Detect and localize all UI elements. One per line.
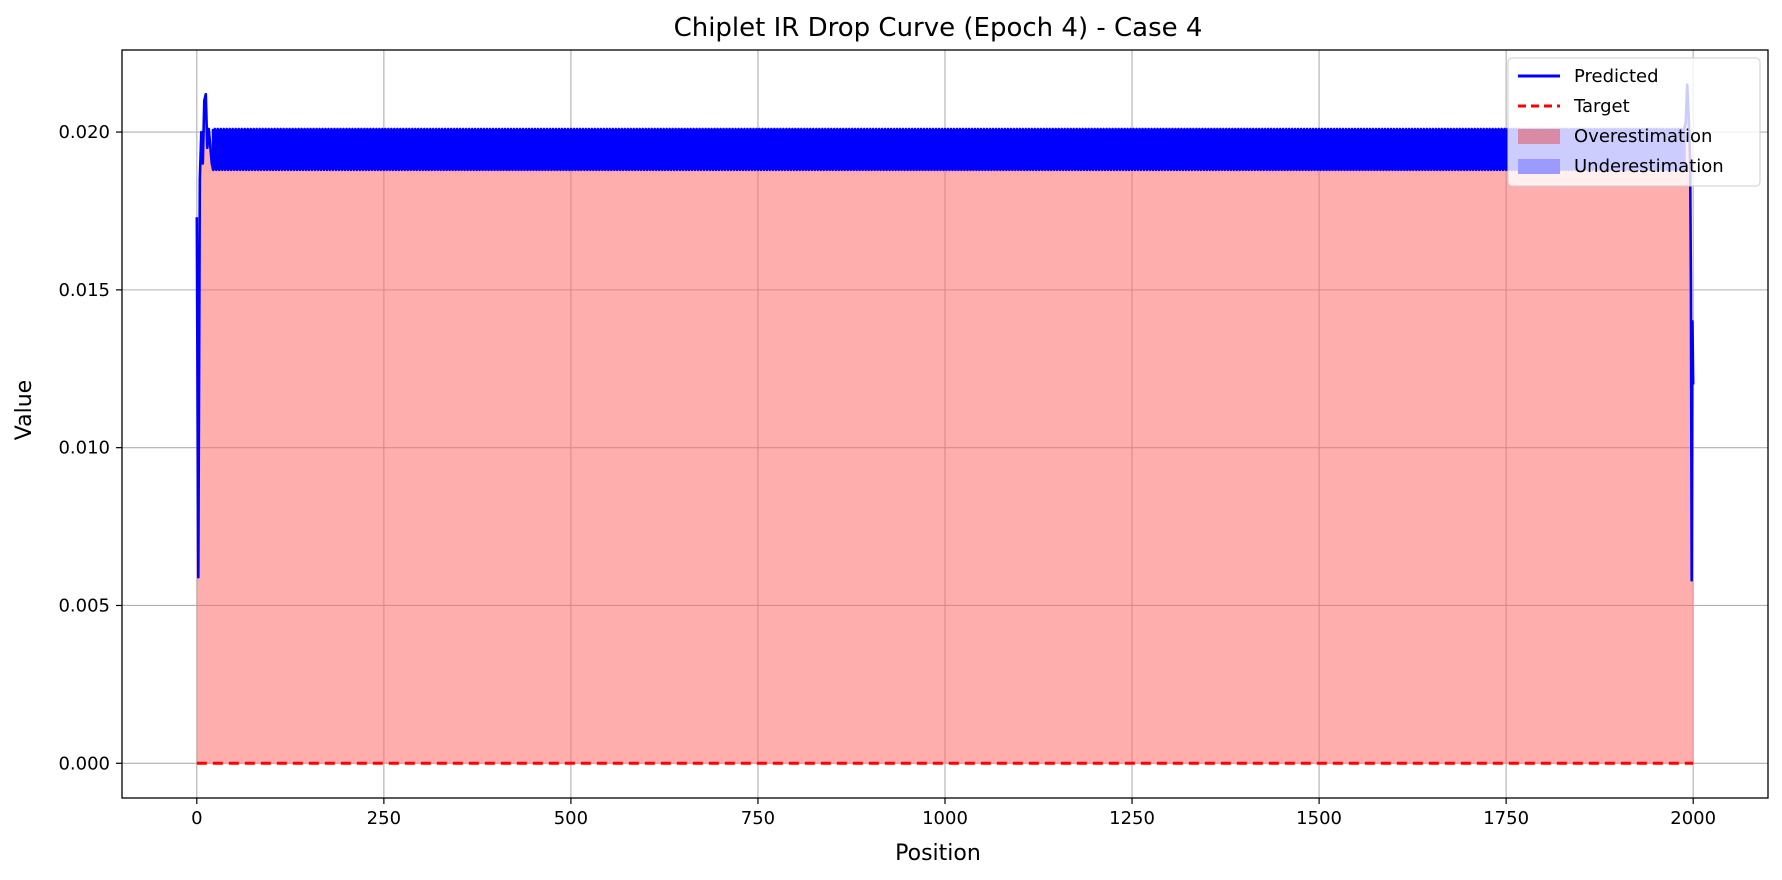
y-tick-label: 0.020	[58, 122, 110, 143]
x-tick-label: 1000	[922, 808, 968, 829]
x-tick-label: 1500	[1296, 808, 1342, 829]
x-axis-ticks: 0 250 500 750 1000 1250 1500 1750 2000	[191, 798, 1716, 829]
legend-underestimation-swatch	[1518, 159, 1560, 174]
y-tick-label: 0.010	[58, 438, 110, 459]
x-tick-label: 1750	[1483, 808, 1529, 829]
legend-predicted-label: Predicted	[1574, 66, 1659, 87]
x-tick-label: 1250	[1109, 808, 1155, 829]
legend-underestimation-label: Underestimation	[1574, 156, 1724, 177]
x-tick-label: 250	[367, 808, 401, 829]
overestimation-area	[196, 84, 1694, 764]
x-tick-label: 2000	[1670, 808, 1716, 829]
predicted-line	[195, 83, 1695, 582]
y-tick-label: 0.005	[58, 595, 110, 616]
x-tick-label: 750	[741, 808, 775, 829]
x-axis-label: Position	[895, 841, 981, 866]
y-tick-label: 0.000	[58, 753, 110, 774]
x-tick-label: 500	[554, 808, 588, 829]
chart-title: Chiplet IR Drop Curve (Epoch 4) - Case 4	[674, 13, 1203, 43]
y-axis-label: Value	[12, 380, 37, 440]
y-axis-ticks: 0.000 0.005 0.010 0.015 0.020	[58, 122, 122, 774]
y-tick-label: 0.015	[58, 280, 110, 301]
series-lines	[195, 83, 1695, 765]
legend-overestimation-label: Overestimation	[1574, 126, 1712, 147]
legend: Predicted Target Overestimation Underestima…	[1507, 57, 1761, 187]
fill-areas	[196, 84, 1694, 764]
x-tick-label: 0	[191, 808, 202, 829]
legend-target-label: Target	[1573, 96, 1630, 117]
legend-box	[1507, 57, 1761, 187]
legend-overestimation-swatch	[1518, 129, 1560, 144]
